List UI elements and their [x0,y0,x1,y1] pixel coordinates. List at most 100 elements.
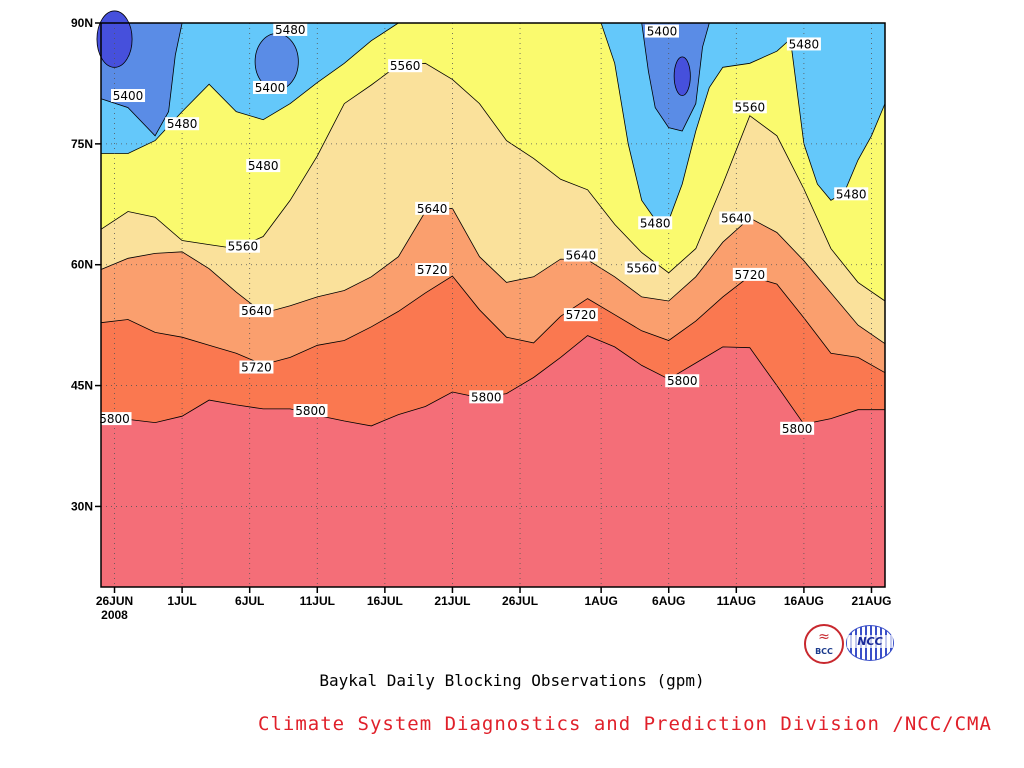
contour-label-text: 5480 [836,187,867,201]
contour-label-bg [624,261,659,275]
contour-label-bg [719,211,754,225]
contour-label-bg [834,187,869,201]
contour-line-5640 [100,207,886,345]
contour-label-text: 5800 [471,390,502,404]
contour-label-text: 5560 [626,261,657,275]
y-tick-label: 60N [71,258,93,272]
contour-label-bg [644,24,679,38]
contour-label-5640: 5640 [415,201,450,216]
contour-label-5480: 5480 [273,22,308,37]
contour-label-bg [293,404,328,418]
contour-label-bg [111,89,146,103]
contour-label-5640: 5640 [239,304,274,318]
chart-title: Baykal Daily Blocking Observations (gpm) [319,671,705,690]
contour-label-bg [165,117,200,131]
contour-line-5480-north_west [101,22,399,154]
contour-label-bg [415,263,450,277]
contour-label-5720: 5720 [415,263,450,277]
y-tick-label: 90N [71,16,93,30]
contour-label-bg [638,216,673,230]
contour-label-text: 5720 [566,308,597,322]
y-axis: 30N 45N 60N 75N 90N [71,16,101,513]
contour-label-bg [780,421,815,435]
contour-label-text: 5480 [167,117,198,131]
ncc-logo: NCC [846,625,894,661]
contour-label-text: 5560 [735,100,766,114]
contour-label-5800: 5800 [293,404,328,418]
contour-label-bg [732,267,767,281]
x-tick-label: 6AUG [652,594,685,608]
closed-low-1 [673,56,691,96]
contour-label-text: 5800 [295,404,326,418]
contour-label-bg [469,390,504,404]
contour-label-5480: 5480 [786,37,821,51]
contour-label-text: 5640 [241,304,272,318]
bcc-logo: ≈ BCC [804,624,844,664]
contour-label-bg [665,374,700,388]
contour-label-text: 5800 [667,374,698,388]
contour-label-bg [563,308,598,322]
contour-label-5400: 5400 [111,89,146,103]
x-tick-label: 16AUG [784,594,824,608]
x-tick-label: 1JUL [167,594,196,608]
contour-fills [96,10,885,587]
contour-label-bg [225,239,260,253]
x-tick-label: 1AUG [584,594,617,608]
plot-frame [100,22,886,588]
contour-label-text: 5400 [255,81,286,95]
contour-label-5480: 5480 [638,216,673,230]
contour-label-bg [563,248,598,262]
contour-label-text: 5400 [113,89,144,103]
contour-label-text: 5480 [248,159,279,173]
contour-label-text: 5800 [782,422,813,436]
contour-label-text: 5640 [566,249,597,263]
y-tick-label: 30N [71,499,93,513]
contour-label-text: 5480 [640,216,671,230]
contour-label-5720: 5720 [239,360,274,375]
x-tick-label: 11AUG [717,594,756,608]
credit-line: Climate System Diagnostics and Predictio… [258,713,992,735]
contour-label-bg [273,22,308,36]
contour-label-text: 5640 [417,202,448,216]
contour-label-5480: 5480 [246,159,281,173]
contour-label-5800: 5800 [665,374,700,388]
contour-label-text: 5640 [721,211,752,225]
contour-label-bg [415,201,450,215]
contour-label-text: 5720 [735,268,766,282]
contour-label-5800: 5800 [469,390,504,404]
contour-label-bg [732,100,767,114]
x-tick-label: 21JUL [434,594,470,608]
contour-label-5560: 5560 [225,239,260,254]
contour-label-text: 5400 [647,25,678,39]
contour-label-bg [246,159,281,173]
closed-low-2 [96,10,133,68]
contour-labels: 5480 5400 5480 5400 5480 5560 5560 5640 5720 5800… [97,22,869,436]
contour-line-5400-north_east [641,22,710,132]
contour-label-bg [97,412,132,426]
contour-label-5720: 5720 [732,267,767,282]
contour-label-5400: 5400 [644,24,679,39]
contour-line-5400-north_west [100,22,183,137]
contour-label-5480: 5480 [165,117,200,131]
contour-label-text: 5480 [275,23,306,37]
contour-label-text: 5800 [99,412,130,426]
y-tick-label: 45N [71,379,93,393]
contour-label-text: 5560 [390,59,421,73]
y-tick-label: 75N [71,137,93,151]
contour-label-bg [388,59,423,73]
contour-label-text: 5480 [789,37,820,51]
contour-label-5480: 5480 [834,187,869,201]
contour-label-text: 5720 [241,361,272,375]
x-tick-label: 6JUL [235,594,264,608]
contour-label-bg [786,37,821,51]
contour-label-5640: 5640 [563,248,598,263]
contour-label-bg [239,304,274,318]
x-tick-label: 26JUN [96,594,133,608]
contour-label-5560: 5560 [388,59,423,73]
x-tick-label: 21AUG [851,594,891,608]
x-tick-sublabel: 2008 [101,608,128,622]
contour-label-bg [239,360,274,374]
contour-label-5800: 5800 [97,412,132,426]
